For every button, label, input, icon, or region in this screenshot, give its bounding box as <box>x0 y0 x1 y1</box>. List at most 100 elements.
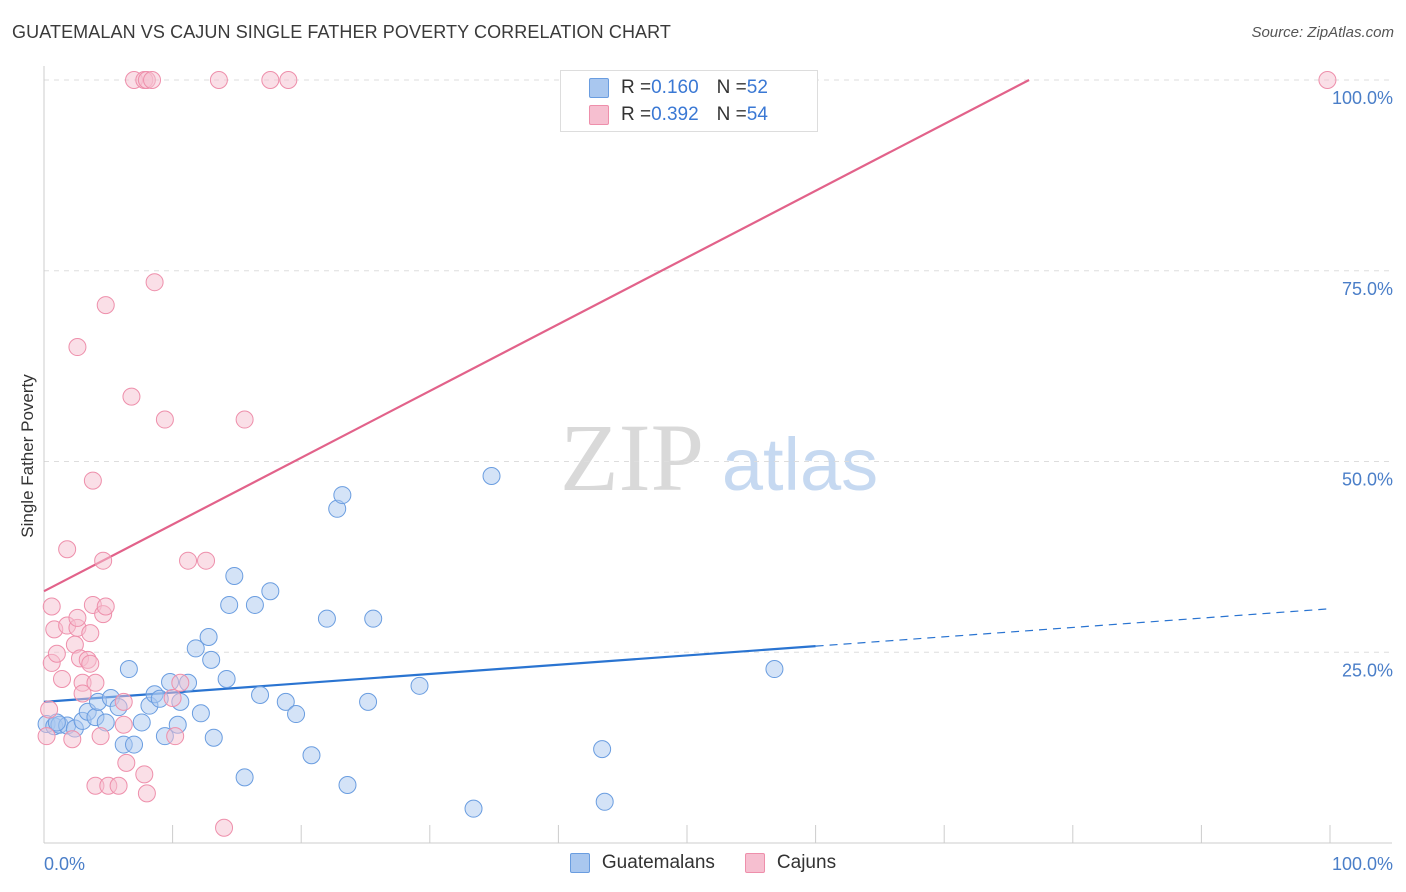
guatemalan-point <box>220 595 239 614</box>
x-tick-label: 100.0% <box>1332 854 1393 874</box>
guatemalan-point <box>251 685 270 704</box>
guatemalans-swatch <box>589 78 609 98</box>
cajun-point <box>109 776 128 795</box>
guatemalan-point <box>765 660 784 679</box>
guatemalans-swatch <box>569 853 590 873</box>
guatemalan-point <box>302 746 321 765</box>
y-tick-labels: 25.0% 50.0% 75.0% 100.0% <box>1332 88 1393 680</box>
cajuns-swatch <box>589 105 609 125</box>
cajun-point <box>135 765 154 784</box>
cajun-point <box>86 673 105 692</box>
cajun-point <box>143 71 162 89</box>
cajun-point <box>47 644 66 663</box>
cajun-point <box>96 597 115 616</box>
axes <box>43 66 1392 844</box>
cajun-point <box>261 71 280 89</box>
chart-title: GUATEMALAN VS CAJUN SINGLE FATHER POVERT… <box>12 22 672 42</box>
guatemalan-point <box>119 660 138 679</box>
guatemalan-point <box>276 692 295 711</box>
legend-label: Guatemalans <box>601 852 715 873</box>
cajun-point <box>40 700 59 719</box>
guatemalan-trend-extension <box>815 608 1331 647</box>
cajun-point <box>96 296 115 315</box>
legend-item-cajuns[interactable]: Cajuns <box>744 852 837 874</box>
guatemalan-point <box>186 639 205 658</box>
cajun-point <box>117 753 136 772</box>
cajun-point <box>166 727 185 746</box>
cajun-point <box>114 715 133 734</box>
guatemalan-point <box>202 650 221 669</box>
cajun-point <box>114 692 133 711</box>
y-tick-label: 75.0% <box>1342 279 1393 299</box>
cajun-point <box>73 684 92 703</box>
cajun-point <box>197 551 216 570</box>
grid-lines <box>44 79 1392 653</box>
cajun-trend-line <box>43 79 1030 593</box>
cajun-point <box>81 624 100 643</box>
watermark-atlas: atlas <box>722 423 878 506</box>
guatemalan-point <box>217 669 236 688</box>
guatemalan-point <box>410 676 429 695</box>
legend-row-guatemalans: R = 0.160 N = 52 <box>589 76 768 100</box>
cajun-point <box>179 551 198 570</box>
guatemalan-point <box>287 705 306 724</box>
data-points <box>37 71 1337 837</box>
cajun-point <box>63 730 82 749</box>
cajun-point <box>68 338 87 357</box>
legend-r-label: R = <box>621 104 652 125</box>
guatemalan-point <box>464 799 483 818</box>
cajun-point <box>94 551 113 570</box>
guatemalan-point <box>235 768 254 787</box>
legend-n-label: N = <box>716 77 747 98</box>
y-tick-label: 50.0% <box>1342 470 1393 490</box>
cajun-point <box>145 273 164 292</box>
guatemalan-point <box>245 595 264 614</box>
legend-r-value: 0.392 <box>651 104 699 125</box>
guatemalan-point <box>359 692 378 711</box>
series-legend: Guatemalans Cajuns <box>0 852 1406 874</box>
x-tick-label: 0.0% <box>44 854 85 874</box>
y-tick-label: 25.0% <box>1342 660 1393 680</box>
cajun-point <box>279 71 298 89</box>
guatemalan-point <box>132 713 151 732</box>
guatemalan-point <box>199 627 218 646</box>
guatemalan-point <box>338 776 357 795</box>
legend-item-guatemalans[interactable]: Guatemalans <box>569 852 715 874</box>
cajun-point <box>58 540 77 559</box>
source-label: Source: ZipAtlas.com <box>1251 24 1394 41</box>
cajun-point <box>42 597 61 616</box>
legend-r-label: R = <box>621 77 652 98</box>
cajun-point <box>215 818 234 837</box>
cajun-point <box>209 71 228 89</box>
legend-n-value: 52 <box>746 77 768 98</box>
guatemalan-point <box>333 486 352 505</box>
watermark: ZIP atlas <box>560 404 878 511</box>
legend-row-cajuns: R = 0.392 N = 54 <box>589 103 768 127</box>
guatemalan-point <box>261 582 280 601</box>
guatemalan-point <box>204 728 223 747</box>
legend-r-value: 0.160 <box>651 77 699 98</box>
cajun-point <box>53 669 72 688</box>
cajun-point <box>137 784 156 803</box>
cajun-point <box>1318 71 1337 89</box>
cajun-point <box>163 689 182 708</box>
guatemalan-point <box>125 735 144 754</box>
cajun-point <box>37 727 56 746</box>
guatemalan-point <box>482 466 501 485</box>
watermark-zip: ZIP <box>560 404 704 511</box>
guatemalan-point <box>225 566 244 585</box>
cajuns-swatch <box>744 853 765 873</box>
cajun-point <box>235 410 254 429</box>
legend-label: Cajuns <box>776 852 837 873</box>
x-tick-labels: 0.0% 100.0% <box>44 854 1393 874</box>
cajun-point <box>68 608 87 627</box>
cajun-point <box>171 673 190 692</box>
correlation-legend: R = 0.160 N = 52 R = 0.392 N = 54 <box>560 70 818 132</box>
guatemalan-point <box>364 609 383 628</box>
cajun-point <box>122 387 141 406</box>
guatemalan-point <box>191 704 210 723</box>
legend-n-value: 54 <box>746 104 768 125</box>
cajun-point <box>91 727 110 746</box>
cajun-point <box>155 410 174 429</box>
